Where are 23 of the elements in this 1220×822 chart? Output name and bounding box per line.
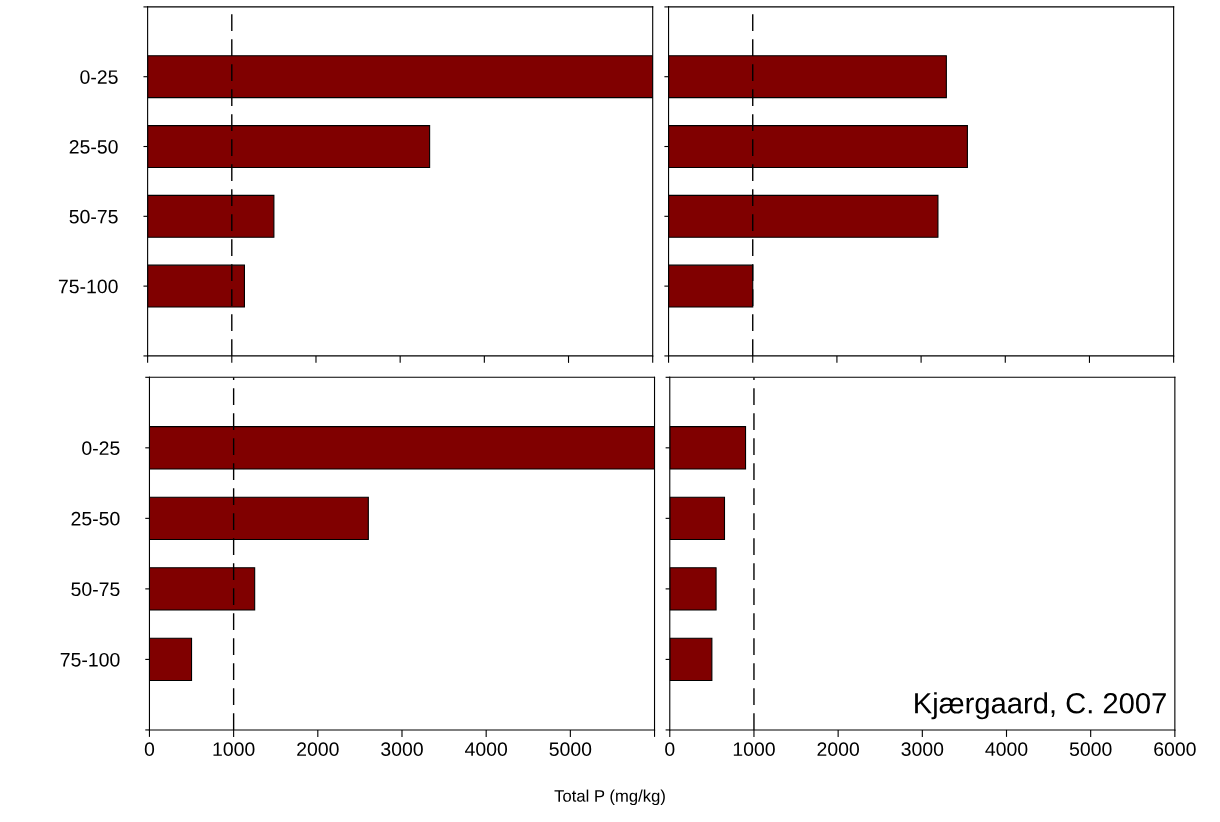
x-tick-label: 3000 — [381, 742, 423, 757]
x-tick-label: 5000 — [1069, 742, 1112, 757]
y-tick-label: 25-50 — [71, 511, 120, 526]
x-tick-label: 0 — [144, 742, 155, 757]
x-tick-label: 5000 — [549, 742, 592, 757]
x-tick-label: 4000 — [464, 742, 508, 757]
annotation: Kjærgaard, C. 2007 — [915, 692, 1166, 720]
x-tick-label: 6000 — [1154, 742, 1196, 757]
y-tick-label: 75-100 — [58, 279, 118, 294]
x-tick-label: 2000 — [297, 742, 339, 757]
y-tick-label: 0-25 — [82, 441, 120, 456]
x-tick-label: 4000 — [985, 742, 1028, 757]
x-tick-label: 1000 — [213, 742, 255, 757]
y-tick-label: 50-75 — [69, 209, 118, 224]
x-tick-label: 3000 — [901, 742, 944, 757]
x-tick-label: 1000 — [733, 742, 775, 757]
y-tick-label: 25-50 — [69, 139, 118, 154]
y-tick-label: 0-25 — [80, 70, 118, 84]
x-tick-label: 0 — [665, 742, 675, 757]
x-axis-title: Total P (mg/kg) — [554, 789, 665, 806]
y-tick-label: 50-75 — [71, 582, 120, 597]
x-tick-label: 2000 — [817, 742, 860, 757]
y-tick-label: 75-100 — [60, 652, 120, 667]
